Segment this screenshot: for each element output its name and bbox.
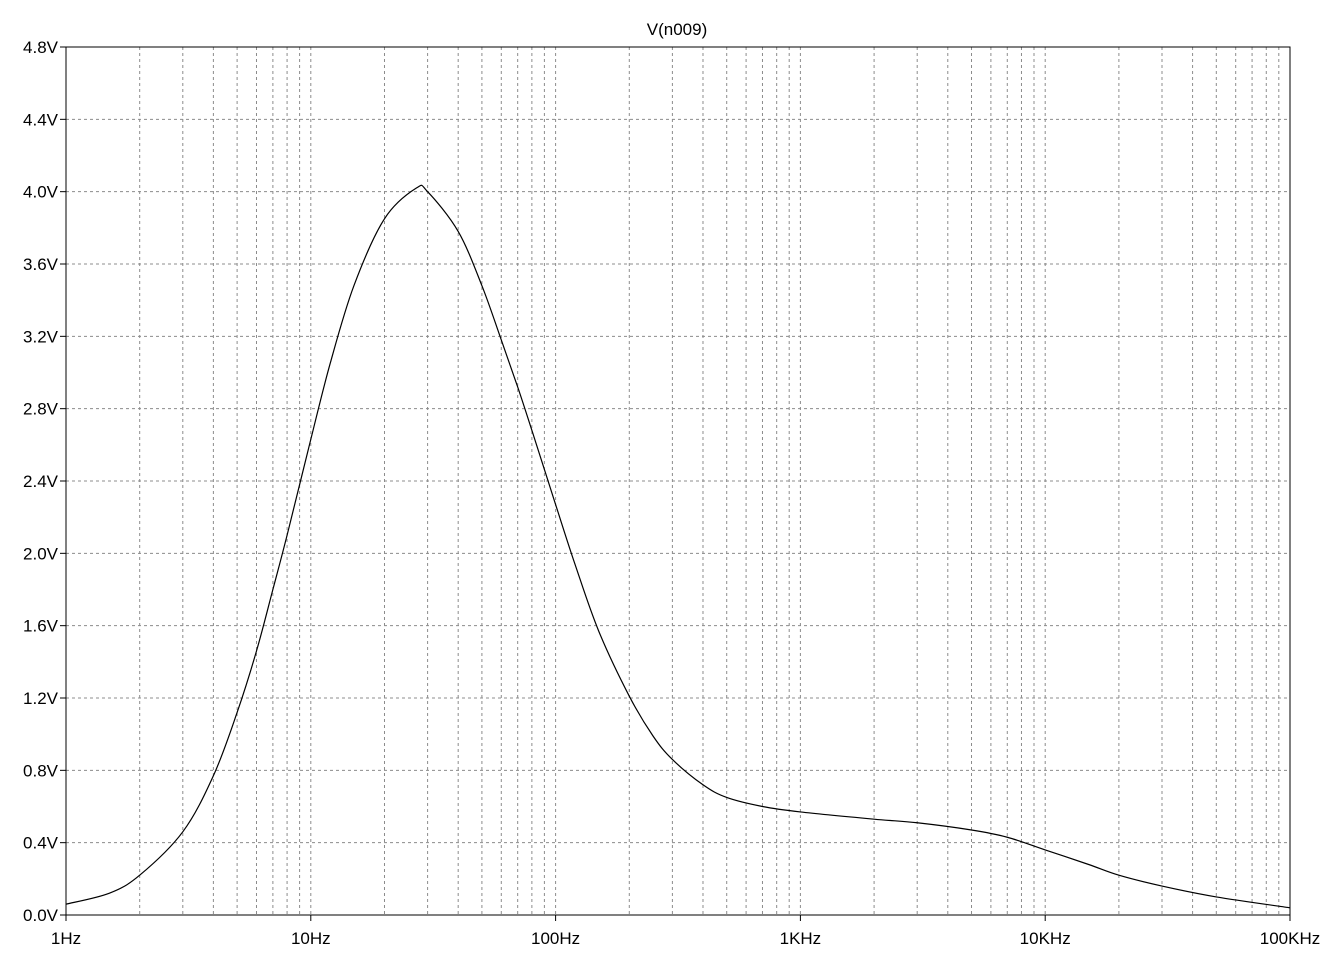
x-tick-label: 10Hz bbox=[291, 929, 331, 948]
x-tick-label: 1Hz bbox=[51, 929, 81, 948]
chart-title: V(n009) bbox=[647, 20, 707, 39]
y-tick-label: 4.4V bbox=[23, 110, 59, 129]
y-tick-label: 4.8V bbox=[23, 38, 59, 57]
y-tick-label: 2.8V bbox=[23, 400, 59, 419]
grid-lines bbox=[66, 47, 1290, 915]
y-tick-label: 0.8V bbox=[23, 761, 59, 780]
y-tick-label: 0.4V bbox=[23, 834, 59, 853]
x-tick-label: 10KHz bbox=[1020, 929, 1071, 948]
y-tick-label: 1.6V bbox=[23, 617, 59, 636]
y-tick-label: 1.2V bbox=[23, 689, 59, 708]
y-tick-label: 3.6V bbox=[23, 255, 59, 274]
x-tick-label: 100KHz bbox=[1260, 929, 1320, 948]
axes bbox=[60, 46, 1291, 921]
x-tick-label: 1KHz bbox=[780, 929, 822, 948]
y-tick-label: 2.4V bbox=[23, 472, 59, 491]
y-tick-label: 3.2V bbox=[23, 327, 59, 346]
y-tick-label: 2.0V bbox=[23, 544, 59, 563]
tick-labels: 0.0V 0.4V 0.8V 1.2V 1.6V 2.0V 2.4V 2.8V 3.2V 3.6V… bbox=[23, 38, 1320, 948]
y-tick-label: 4.0V bbox=[23, 183, 59, 202]
x-tick-label: 100Hz bbox=[531, 929, 580, 948]
series-layer bbox=[65, 184, 1291, 909]
y-tick-label: 0.0V bbox=[23, 906, 59, 925]
series-line bbox=[65, 184, 1291, 909]
